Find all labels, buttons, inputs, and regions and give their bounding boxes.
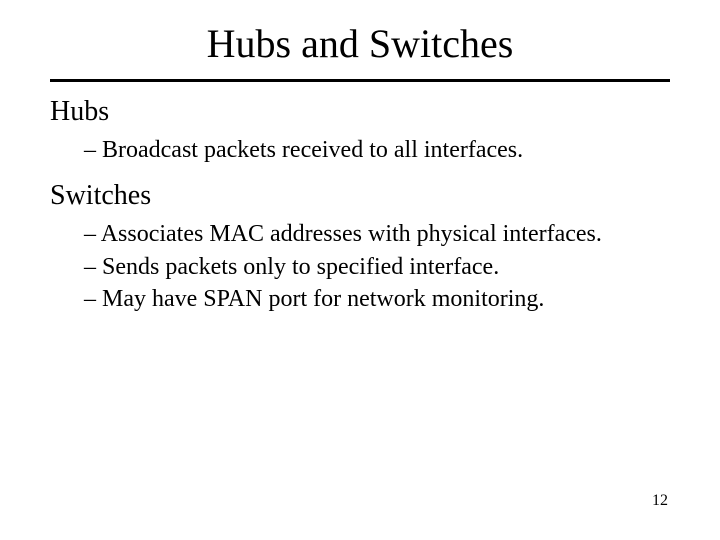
section-hubs: Hubs Broadcast packets received to all i… bbox=[50, 96, 670, 166]
list-item: May have SPAN port for network monitorin… bbox=[84, 283, 670, 315]
list-item: Broadcast packets received to all interf… bbox=[84, 134, 670, 166]
page-number: 12 bbox=[652, 492, 668, 510]
slide: Hubs and Switches Hubs Broadcast packets… bbox=[0, 0, 720, 540]
bullet-list: Broadcast packets received to all interf… bbox=[50, 134, 670, 166]
section-switches: Switches Associates MAC addresses with p… bbox=[50, 180, 670, 315]
slide-title: Hubs and Switches bbox=[50, 20, 670, 67]
list-item: Associates MAC addresses with physical i… bbox=[84, 218, 670, 250]
section-heading: Switches bbox=[50, 180, 670, 212]
section-heading: Hubs bbox=[50, 96, 670, 128]
list-item: Sends packets only to specified interfac… bbox=[84, 251, 670, 283]
title-underline bbox=[50, 79, 670, 82]
bullet-list: Associates MAC addresses with physical i… bbox=[50, 218, 670, 315]
